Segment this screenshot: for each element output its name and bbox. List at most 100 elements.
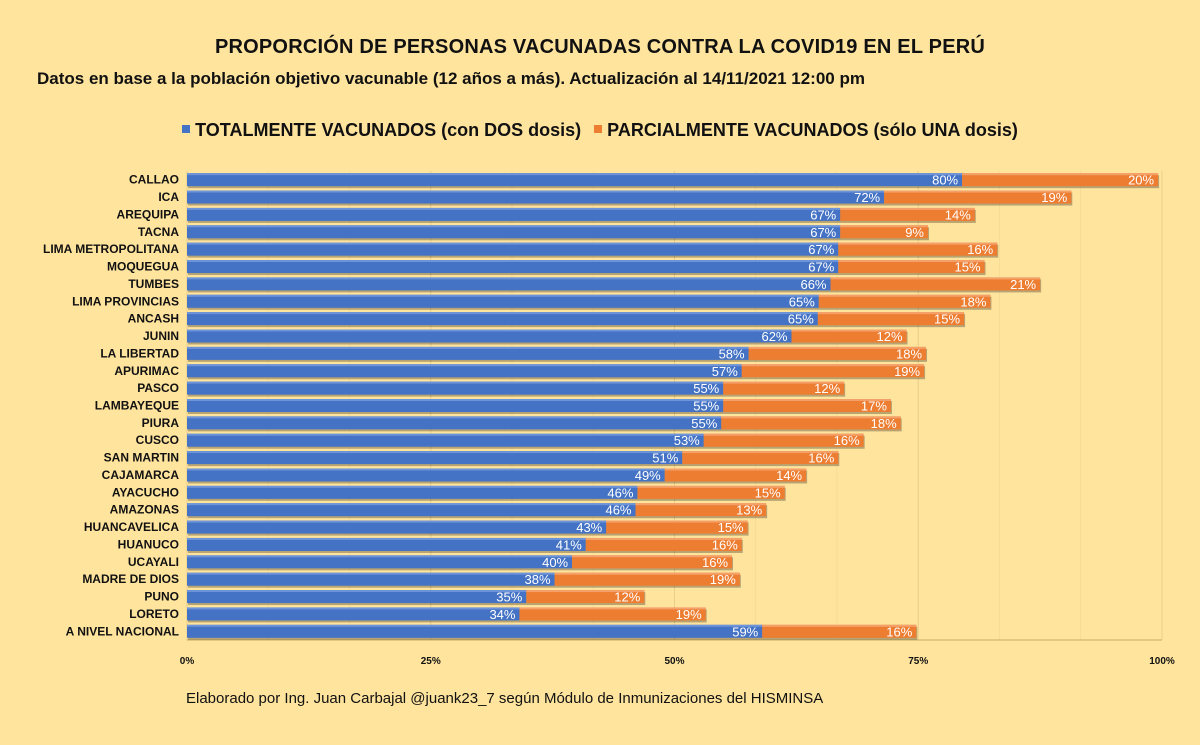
data-label-full: 67% (810, 207, 836, 222)
bar-full (187, 433, 704, 447)
data-label-full: 57% (712, 364, 738, 379)
data-label-full: 38% (525, 572, 551, 587)
category-label: LORETO (129, 607, 179, 621)
bar-full-highlight (187, 399, 724, 401)
data-label-full: 80% (932, 173, 958, 188)
bar-partial (703, 433, 864, 447)
bar-full (187, 277, 831, 291)
bar-full (187, 190, 885, 204)
category-label: AYACUCHO (112, 485, 179, 499)
bar-partial-highlight (748, 346, 927, 349)
category-label: CALLAO (129, 173, 179, 187)
bar-partial-highlight (830, 277, 1041, 280)
category-label: LIMA METROPOLITANA (43, 242, 179, 256)
bar-partial-highlight (721, 416, 901, 419)
bar-full-highlight (187, 242, 839, 245)
bar-full-highlight (187, 381, 724, 384)
bar-partial-highlight (762, 624, 917, 627)
legend-label-full: TOTALMENTE VACUNADOS (con DOS dosis) (195, 120, 582, 140)
category-label: HUANUCO (118, 537, 179, 551)
bar-partial-highlight (840, 225, 928, 228)
category-label: PIURA (142, 416, 180, 430)
category-label: SAN MARTIN (104, 451, 179, 465)
bar-partial-highlight (585, 537, 742, 540)
bar-partial (884, 190, 1072, 204)
bar-full (187, 503, 636, 517)
legend-item-full: TOTALMENTE VACUNADOS (con DOS dosis) (182, 120, 586, 140)
bar-partial-highlight (637, 485, 785, 488)
bar-full-highlight (187, 468, 665, 471)
bar-partial (723, 381, 845, 395)
data-label-full: 67% (808, 242, 834, 257)
bar-partial (840, 207, 975, 221)
bar-partial-highlight (682, 451, 839, 454)
bar-partial (682, 451, 839, 465)
bar-full (187, 416, 722, 430)
data-label-partial: 16% (886, 624, 912, 639)
bar-partial-highlight (723, 399, 891, 401)
data-label-partial: 13% (736, 503, 762, 518)
data-label-full: 43% (576, 520, 602, 535)
data-label-partial: 20% (1128, 173, 1154, 188)
x-tick-label: 75% (908, 656, 928, 667)
bar-full (187, 607, 520, 621)
data-label-full: 46% (605, 503, 631, 518)
bar-full (187, 485, 638, 499)
data-label-partial: 17% (861, 399, 887, 414)
data-label-full: 53% (674, 433, 700, 448)
category-label: A NIVEL NACIONAL (66, 624, 179, 638)
bar-full-highlight (187, 416, 722, 419)
category-label: JUNIN (143, 329, 179, 343)
bar-partial (830, 277, 1041, 291)
data-label-full: 55% (693, 381, 719, 396)
bar-partial-highlight (554, 572, 740, 575)
bar-partial-highlight (723, 381, 845, 384)
x-tick-label: 100% (1149, 656, 1175, 667)
bar-partial-highlight (818, 294, 991, 297)
bar-full-highlight (187, 451, 683, 454)
bar-partial (962, 173, 1159, 187)
bar-full-highlight (187, 503, 636, 506)
bar-full (187, 537, 586, 551)
bar-full-highlight (187, 329, 792, 332)
category-label: UCAYALI (128, 555, 179, 569)
bar-partial (838, 242, 998, 256)
bar-full (187, 364, 742, 378)
bar-full (187, 381, 724, 395)
category-label: HUANCAVELICA (84, 520, 179, 534)
data-label-full: 67% (808, 260, 834, 275)
bar-full (187, 312, 818, 326)
data-label-full: 41% (556, 537, 582, 552)
data-label-partial: 15% (934, 312, 960, 327)
legend-swatch-partial (594, 125, 603, 134)
bar-partial-highlight (519, 607, 706, 610)
bar-partial-highlight (884, 190, 1072, 193)
bar-partial (637, 485, 785, 499)
bar-partial-highlight (817, 312, 965, 315)
bar-full (187, 173, 963, 187)
data-label-full: 66% (800, 277, 826, 292)
legend-label-partial: PARCIALMENTE VACUNADOS (sólo UNA dosis) (607, 120, 1018, 140)
data-label-partial: 14% (945, 207, 971, 222)
bar-full-highlight (187, 260, 839, 263)
chart-legend: TOTALMENTE VACUNADOS (con DOS dosis) PAR… (0, 120, 1200, 141)
bar-full-highlight (187, 346, 749, 349)
category-label: LA LIBERTAD (100, 346, 179, 360)
bar-full-highlight (187, 190, 885, 193)
bar-partial (818, 294, 991, 308)
bar-partial (585, 537, 742, 551)
bar-partial (838, 260, 985, 274)
bar-full-highlight (187, 312, 818, 315)
bar-partial-highlight (791, 329, 907, 332)
bar-partial (840, 225, 928, 239)
bar-full-highlight (187, 537, 586, 540)
data-label-full: 51% (652, 451, 678, 466)
bar-full-highlight (187, 485, 638, 488)
category-label: LAMBAYEQUE (95, 399, 179, 413)
bar-full-highlight (187, 433, 704, 436)
data-label-partial: 15% (718, 520, 744, 535)
category-label: MADRE DE DIOS (82, 572, 179, 586)
data-label-full: 62% (761, 329, 787, 344)
bar-full (187, 399, 724, 412)
